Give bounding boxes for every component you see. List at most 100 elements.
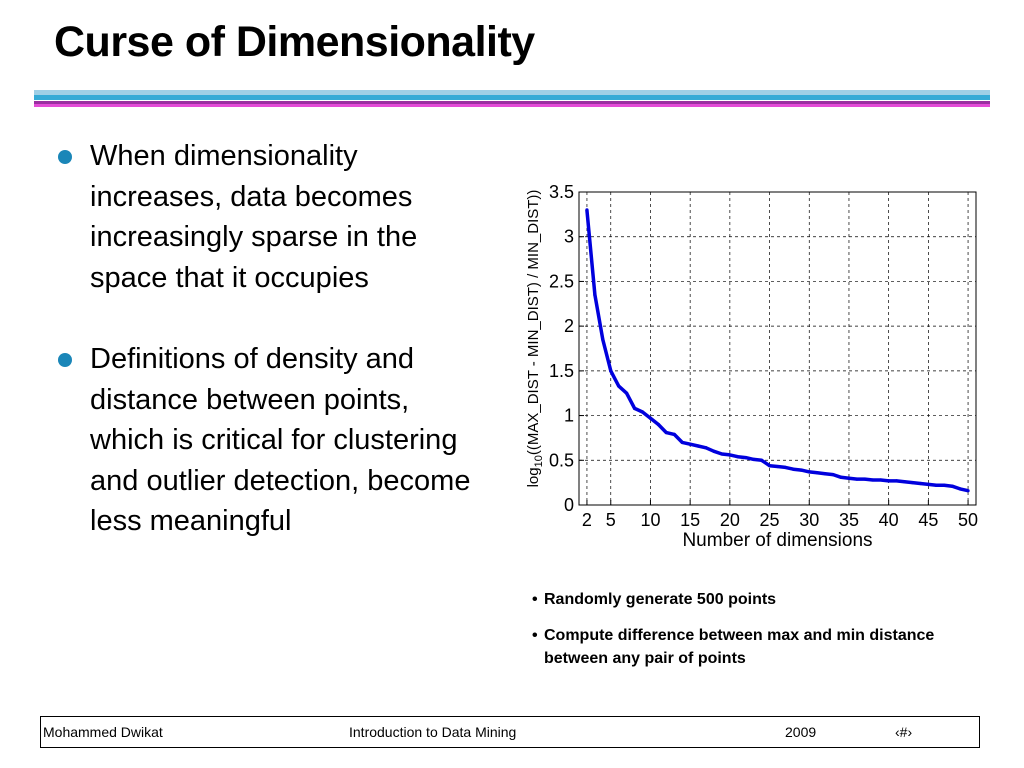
data-point <box>640 410 645 414</box>
y-tick-label: 2.5 <box>549 271 574 291</box>
data-point <box>918 481 923 486</box>
data-point <box>664 430 668 435</box>
slide-footer: Mohammed Dwikat Introduction to Data Min… <box>40 716 980 748</box>
slide-title: Curse of Dimensionality <box>54 18 535 66</box>
footer-year: 2009 <box>785 724 817 740</box>
data-point <box>934 483 938 487</box>
data-point <box>625 391 629 395</box>
data-point <box>632 406 637 411</box>
note-bullet-icon: • <box>532 627 538 644</box>
data-point <box>736 455 740 459</box>
title-rule-purple <box>34 101 990 104</box>
data-point <box>910 481 915 485</box>
data-point <box>871 478 875 482</box>
data-point <box>902 480 907 484</box>
note-text: Randomly generate 500 points <box>544 591 777 608</box>
data-point <box>688 442 692 446</box>
note-item: • Compute difference between max and min… <box>532 624 972 670</box>
data-point <box>823 472 827 476</box>
bullet-dot-icon <box>58 150 72 164</box>
data-point <box>617 384 621 388</box>
data-point <box>760 458 764 462</box>
data-point <box>648 416 653 420</box>
data-point <box>831 472 835 477</box>
data-point <box>847 476 851 480</box>
note-item: • Randomly generate 500 points <box>532 588 972 611</box>
x-tick-label: 20 <box>720 510 740 530</box>
data-point <box>942 483 946 487</box>
data-point <box>887 479 891 483</box>
x-tick-label: 5 <box>606 510 616 530</box>
data-point <box>895 479 899 483</box>
plot-frame <box>578 191 977 506</box>
data-point <box>656 422 660 427</box>
y-axis-label-expression: ((MAX_DIST - MIN_DIST) / MIN_DIST)) <box>525 190 542 456</box>
y-tick-label: 0.5 <box>549 450 574 470</box>
series-line <box>585 209 969 493</box>
title-rule-blue <box>34 95 990 100</box>
data-point <box>791 467 795 471</box>
data-point <box>958 487 962 491</box>
data-point <box>720 452 724 456</box>
notes-list: • Randomly generate 500 points • Compute… <box>532 588 972 670</box>
footer-page-number: ‹#› <box>895 724 913 740</box>
y-tick-label: 0 <box>564 495 574 515</box>
y-tick-label: 1.5 <box>549 361 574 381</box>
note-text: Compute difference between max and min d… <box>544 627 935 667</box>
title-rule-magenta <box>34 104 990 107</box>
y-axis-label-log: log <box>525 467 542 487</box>
data-point <box>593 293 597 297</box>
data-point <box>863 477 867 481</box>
footer-author: Mohammed Dwikat <box>43 724 163 740</box>
note-bullet-icon: • <box>532 591 538 608</box>
data-point <box>696 444 700 448</box>
bullet-text: When dimensionality increases, data beco… <box>90 140 418 294</box>
data-point <box>601 337 605 342</box>
x-tick-label: 35 <box>839 510 859 530</box>
data-point <box>807 470 811 474</box>
bullet-item: Definitions of density and distance betw… <box>58 339 488 542</box>
data-point <box>744 456 748 460</box>
data-point <box>926 482 930 487</box>
data-point <box>815 471 819 475</box>
x-tick-label: 50 <box>958 510 978 530</box>
data-point <box>752 457 756 461</box>
data-point <box>680 440 684 444</box>
x-tick-label: 40 <box>879 510 899 530</box>
data-point <box>609 369 613 373</box>
data-point <box>728 453 732 457</box>
data-point <box>966 489 970 493</box>
x-tick-label: 25 <box>760 510 780 530</box>
chart-series <box>585 208 970 493</box>
x-tick-label: 45 <box>918 510 938 530</box>
chart-grid <box>579 191 976 506</box>
bullet-item: When dimensionality increases, data beco… <box>58 136 488 298</box>
data-point <box>712 449 716 453</box>
data-point <box>879 478 883 482</box>
data-point <box>855 477 859 481</box>
x-tick-label: 2 <box>582 510 592 530</box>
data-point <box>775 464 780 469</box>
y-axis-label: log10((MAX_DIST - MIN_DIST) / MIN_DIST)) <box>525 190 545 488</box>
data-point <box>783 465 788 470</box>
title-rule-light-blue <box>34 90 990 95</box>
bullet-dot-icon <box>58 353 72 367</box>
x-tick-label: 10 <box>640 510 660 530</box>
dimensionality-chart: 2 5 10 15 20 25 30 35 40 45 50 0 0.5 1 1.5 2 2.5 3 3.5 Num… <box>512 170 992 555</box>
data-point <box>950 484 954 488</box>
data-point <box>585 208 589 212</box>
data-point <box>704 446 708 450</box>
y-tick-label: 2 <box>564 316 574 336</box>
data-point <box>839 475 843 479</box>
y-tick-label: 1 <box>564 406 574 426</box>
footer-course: Introduction to Data Mining <box>349 724 517 740</box>
data-point <box>672 432 676 436</box>
bullet-text: Definitions of density and distance betw… <box>90 343 471 537</box>
data-point <box>799 468 803 472</box>
y-tick-label: 3.5 <box>549 182 574 202</box>
x-axis-label: Number of dimensions <box>682 530 872 551</box>
bullet-list: When dimensionality increases, data beco… <box>58 136 488 542</box>
data-point <box>767 464 772 468</box>
